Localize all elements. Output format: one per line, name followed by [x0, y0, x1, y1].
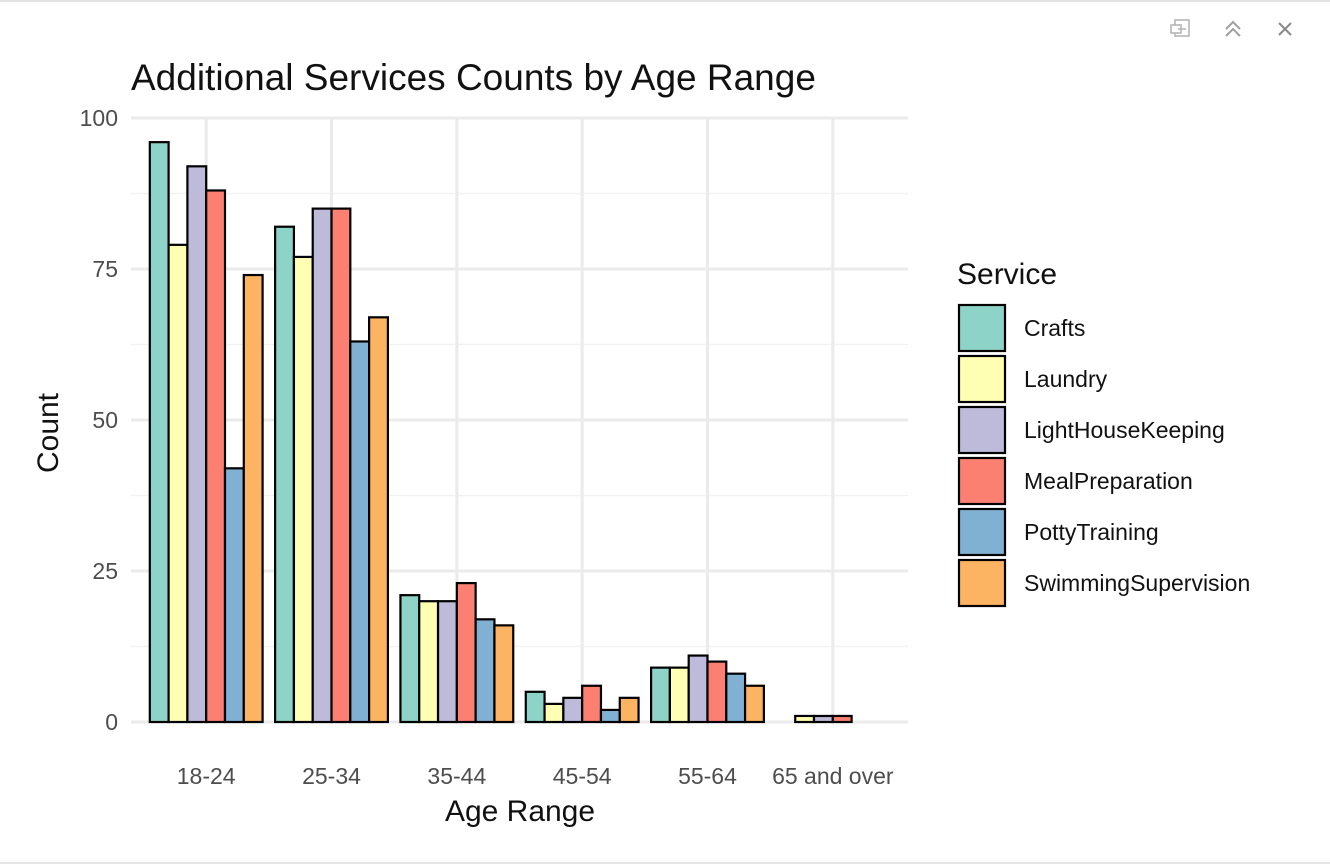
- legend-key-crafts: [957, 303, 1007, 353]
- chart-title: Additional Services Counts by Age Range: [131, 57, 816, 98]
- bar-lighthousekeeping-45-54: [562, 696, 584, 724]
- legend-key-lighthousekeeping: [957, 405, 1007, 455]
- x-tick-labels: 18-24 25-34 35-44 45-54 55-64 65 and over: [177, 763, 894, 789]
- bars: [148, 141, 853, 724]
- bar-crafts-35-44: [399, 594, 421, 724]
- legend-key-swimmingsupervision: [957, 558, 1007, 608]
- bar-pottytraining-18-24: [223, 467, 245, 724]
- legend-key-pottytraining: [957, 507, 1007, 557]
- y-tick-label: 100: [80, 105, 118, 131]
- export-icon: [1170, 19, 1190, 37]
- bar-laundry-18-24: [167, 243, 189, 724]
- bar-mealpreparation-35-44: [455, 581, 477, 724]
- export-button[interactable]: [1166, 14, 1196, 44]
- bar-lighthousekeeping-55-64: [687, 654, 709, 724]
- x-axis-title: Age Range: [445, 795, 595, 828]
- bar-lighthousekeeping-25-34: [311, 207, 333, 724]
- legend-key-laundry: [957, 354, 1007, 404]
- bar-mealpreparation-18-24: [205, 189, 227, 724]
- bottom-border: [0, 862, 1330, 864]
- bar-swimmingsupervision-35-44: [493, 624, 515, 724]
- bar-mealpreparation-25-34: [330, 207, 352, 724]
- bar-mealpreparation-55-64: [706, 660, 728, 724]
- legend-title: Service: [957, 258, 1057, 291]
- y-tick-labels: 0 25 50 75 100: [80, 105, 118, 735]
- y-tick-label: 0: [105, 709, 118, 735]
- bar-crafts-25-34: [274, 225, 296, 724]
- bar-swimmingsupervision-25-34: [368, 316, 390, 724]
- bar-swimmingsupervision-55-64: [743, 684, 765, 724]
- y-tick-label: 25: [92, 558, 118, 584]
- legend-label: Crafts: [1024, 315, 1085, 341]
- x-tick-label: 25-34: [302, 763, 361, 789]
- x-tick-label: 55-64: [678, 763, 737, 789]
- bar-laundry-65-and-over: [794, 714, 816, 724]
- x-tick-label: 65 and over: [772, 763, 894, 789]
- bar-mealpreparation-45-54: [581, 684, 603, 724]
- bar-crafts-18-24: [148, 141, 170, 724]
- bar-pottytraining-55-64: [725, 672, 747, 724]
- close-icon: [1278, 22, 1292, 36]
- y-tick-label: 75: [92, 256, 118, 282]
- collapse-button[interactable]: [1218, 14, 1248, 44]
- bar-pottytraining-35-44: [474, 618, 496, 724]
- bar-lighthousekeeping-35-44: [436, 600, 458, 724]
- x-tick-label: 18-24: [177, 763, 236, 789]
- legend: Service Crafts Laundry LightHouseKeeping Me…: [957, 258, 1250, 608]
- bar-laundry-55-64: [668, 666, 690, 724]
- bar-lighthousekeeping-18-24: [186, 165, 208, 724]
- top-border: [0, 0, 1330, 2]
- viewer-toolbar: [1166, 14, 1300, 44]
- bar-swimmingsupervision-45-54: [618, 696, 640, 724]
- legend-label: PottyTraining: [1024, 519, 1159, 545]
- collapse-icon: [1225, 20, 1241, 37]
- bar-mealpreparation-65-and-over: [831, 714, 853, 724]
- legend-key-mealpreparation: [957, 456, 1007, 506]
- bar-crafts-45-54: [524, 690, 546, 724]
- y-axis-title: Count: [32, 392, 65, 473]
- legend-label: LightHouseKeeping: [1024, 417, 1225, 443]
- bar-crafts-55-64: [649, 666, 671, 724]
- close-button[interactable]: [1270, 14, 1300, 44]
- bar-laundry-25-34: [292, 255, 314, 724]
- bar-laundry-45-54: [543, 702, 565, 724]
- bar-laundry-35-44: [418, 600, 440, 724]
- bar-pottytraining-25-34: [349, 340, 371, 724]
- x-tick-label: 45-54: [553, 763, 612, 789]
- y-tick-label: 50: [92, 407, 118, 433]
- legend-label: Laundry: [1024, 366, 1108, 392]
- bar-pottytraining-45-54: [599, 708, 621, 724]
- x-tick-label: 35-44: [427, 763, 486, 789]
- bar-lighthousekeeping-65-and-over: [812, 714, 834, 724]
- legend-label: SwimmingSupervision: [1024, 570, 1250, 596]
- bar-swimmingsupervision-18-24: [242, 273, 264, 724]
- legend-label: MealPreparation: [1024, 468, 1193, 494]
